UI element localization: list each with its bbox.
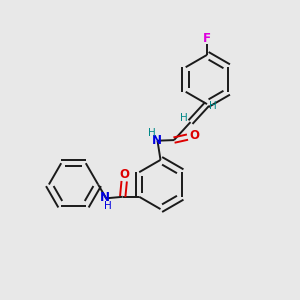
- Text: H: H: [208, 100, 216, 111]
- Text: F: F: [203, 32, 211, 45]
- Text: H: H: [148, 128, 156, 138]
- Text: O: O: [189, 129, 199, 142]
- Text: N: N: [100, 191, 110, 204]
- Text: O: O: [119, 168, 129, 181]
- Text: N: N: [152, 134, 162, 147]
- Text: H: H: [180, 112, 188, 123]
- Text: H: H: [104, 201, 112, 211]
